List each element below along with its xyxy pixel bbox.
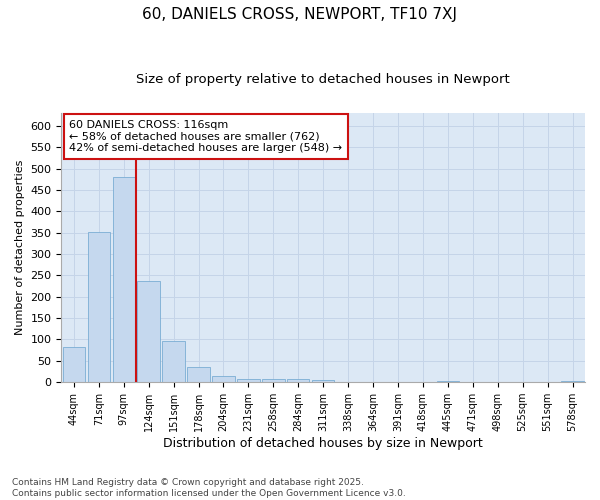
Bar xyxy=(212,376,235,382)
Bar xyxy=(88,232,110,382)
Bar xyxy=(163,341,185,382)
Text: Contains HM Land Registry data © Crown copyright and database right 2025.
Contai: Contains HM Land Registry data © Crown c… xyxy=(12,478,406,498)
Bar xyxy=(562,381,584,382)
Text: 60, DANIELS CROSS, NEWPORT, TF10 7XJ: 60, DANIELS CROSS, NEWPORT, TF10 7XJ xyxy=(143,8,458,22)
Y-axis label: Number of detached properties: Number of detached properties xyxy=(15,160,25,336)
X-axis label: Distribution of detached houses by size in Newport: Distribution of detached houses by size … xyxy=(163,437,483,450)
Bar xyxy=(262,379,284,382)
Bar xyxy=(437,381,459,382)
Bar xyxy=(287,379,310,382)
Bar xyxy=(62,347,85,382)
Bar xyxy=(237,379,260,382)
Text: 60 DANIELS CROSS: 116sqm
← 58% of detached houses are smaller (762)
42% of semi-: 60 DANIELS CROSS: 116sqm ← 58% of detach… xyxy=(69,120,343,153)
Bar xyxy=(187,368,210,382)
Bar xyxy=(312,380,334,382)
Title: Size of property relative to detached houses in Newport: Size of property relative to detached ho… xyxy=(136,72,510,86)
Bar xyxy=(113,177,135,382)
Bar xyxy=(137,280,160,382)
